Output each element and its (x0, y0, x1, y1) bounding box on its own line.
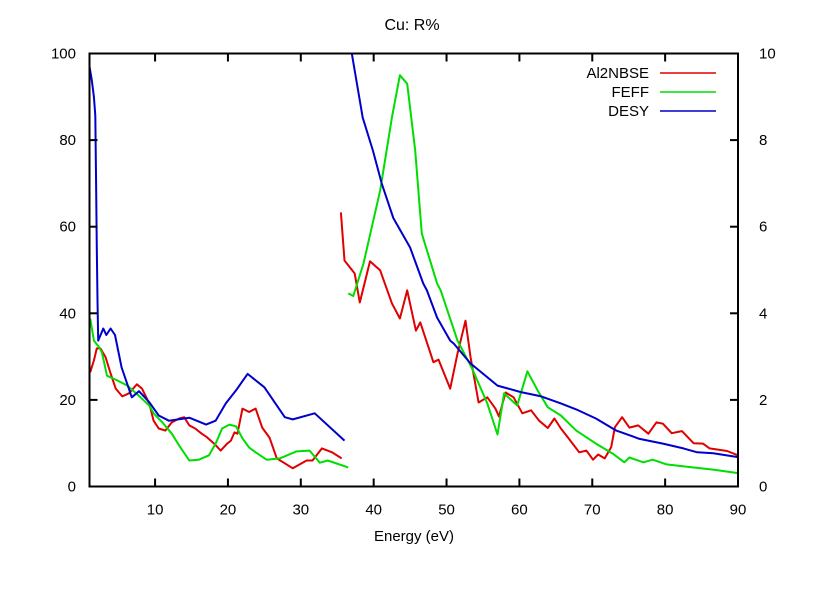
legend-label: DESY (608, 103, 649, 120)
legend-label: FEFF (612, 84, 650, 101)
y2-tick-label: 2 (759, 392, 767, 409)
x-tick-label: 80 (657, 502, 674, 519)
x-tick-label: 20 (220, 502, 237, 519)
x-axis-label: Energy (eV) (374, 528, 454, 545)
y-tick-label: 40 (59, 305, 76, 322)
x-tick-label: 60 (511, 502, 528, 519)
y-tick-label: 100 (51, 46, 76, 63)
series-line-al2nbse (89, 347, 343, 470)
series-line-feff (347, 74, 739, 475)
axis-ticks: 10 20 30 40 50 60 70 80 90 0 20 40 60 80 100 0 2 4 6 8 10 (51, 46, 776, 519)
legend-label: Al2NBSE (586, 65, 649, 82)
y-tick-label: 20 (59, 392, 76, 409)
y-tick-label: 0 (68, 479, 76, 496)
y2-tick-label: 0 (759, 479, 767, 496)
legend: Al2NBSE FEFF DESY (586, 65, 716, 120)
series-line-desy (88, 66, 346, 442)
y2-tick-label: 6 (759, 219, 767, 236)
y2-tick-label: 4 (759, 305, 767, 322)
series-line-desy (350, 53, 739, 459)
x-tick-label: 40 (365, 502, 382, 519)
x-tick-label: 30 (292, 502, 309, 519)
x-tick-label: 10 (147, 502, 164, 519)
series-line-feff (89, 318, 349, 469)
x-tick-label: 90 (730, 502, 747, 519)
x-tick-label: 50 (438, 502, 455, 519)
plot-frame (88, 52, 739, 488)
y-tick-label: 80 (59, 132, 76, 149)
y2-tick-label: 10 (759, 46, 776, 63)
y2-tick-label: 8 (759, 132, 767, 149)
y-tick-label: 60 (59, 219, 76, 236)
series-line-al2nbse (339, 212, 739, 461)
x-tick-label: 70 (584, 502, 601, 519)
chart-title: Cu: R% (384, 17, 439, 34)
